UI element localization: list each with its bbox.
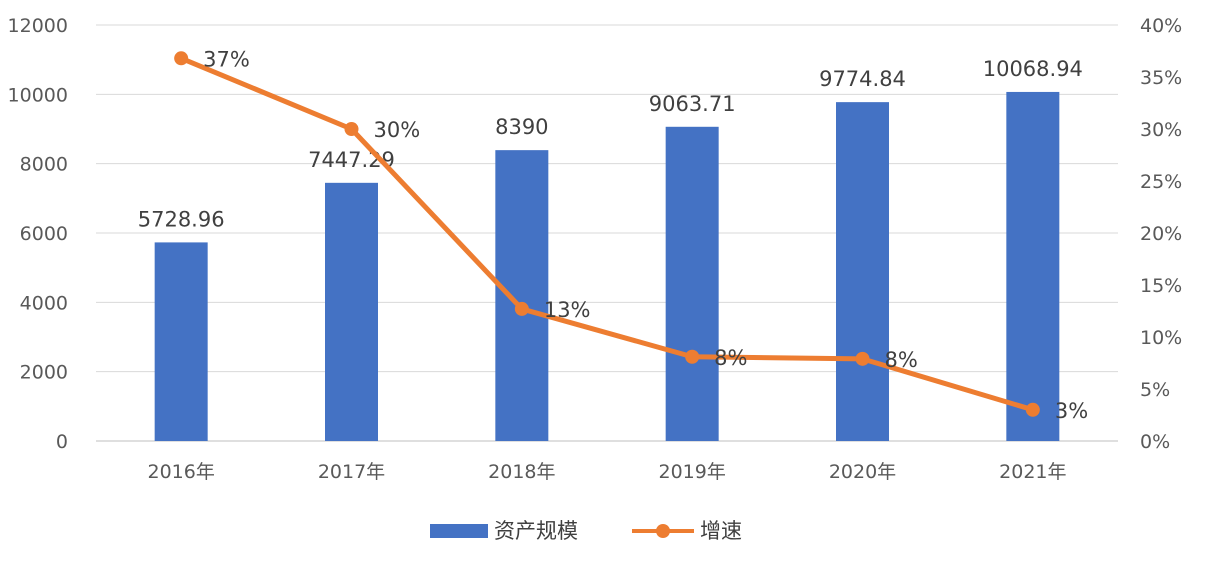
bar bbox=[154, 242, 208, 441]
x-tick-label: 2017年 bbox=[318, 461, 385, 483]
line-point bbox=[174, 51, 189, 66]
y2-tick-label: 10% bbox=[1140, 327, 1182, 349]
y-tick-label: 2000 bbox=[20, 362, 68, 384]
y-tick-label: 6000 bbox=[20, 223, 68, 245]
y2-tick-label: 20% bbox=[1140, 223, 1182, 245]
left-y-axis: 0 2000 4000 6000 8000 10000 12000 bbox=[8, 15, 68, 453]
y2-tick-label: 40% bbox=[1140, 15, 1182, 37]
bar bbox=[836, 102, 889, 441]
x-tick-label: 2016年 bbox=[147, 461, 214, 483]
legend-swatch-bar bbox=[430, 524, 488, 538]
line-data-label: 37% bbox=[203, 47, 250, 71]
legend: 资产规模 增速 bbox=[430, 519, 742, 543]
line-point bbox=[344, 122, 359, 136]
legend-swatch-marker bbox=[656, 524, 670, 538]
bar bbox=[325, 182, 378, 442]
bar-data-label: 5728.96 bbox=[138, 207, 225, 231]
bar-data-label: 10068.94 bbox=[983, 57, 1083, 81]
line-point bbox=[855, 351, 870, 366]
y2-tick-label: 25% bbox=[1140, 171, 1182, 193]
legend-label-bar: 资产规模 bbox=[494, 519, 578, 543]
y2-tick-label: 0% bbox=[1140, 431, 1170, 453]
y2-tick-label: 5% bbox=[1140, 379, 1170, 401]
bar bbox=[495, 150, 549, 441]
line-point bbox=[514, 301, 529, 316]
line-data-label: 13% bbox=[544, 298, 591, 322]
line-point bbox=[1025, 402, 1040, 417]
bar-data-label: 8390 bbox=[495, 115, 548, 139]
bar bbox=[1006, 91, 1060, 441]
line-data-label: 8% bbox=[714, 346, 747, 370]
line-data-label: 8% bbox=[885, 348, 918, 372]
y2-tick-label: 30% bbox=[1140, 119, 1182, 141]
y2-tick-label: 15% bbox=[1140, 275, 1182, 297]
y-tick-label: 0 bbox=[56, 431, 68, 453]
line-point bbox=[685, 349, 700, 364]
x-tick-label: 2021年 bbox=[999, 461, 1066, 483]
x-tick-label: 2020年 bbox=[829, 461, 896, 483]
legend-label-line: 增速 bbox=[700, 519, 742, 543]
bar-data-label: 9063.71 bbox=[649, 92, 736, 116]
line-data-label: 3% bbox=[1055, 399, 1088, 423]
y-tick-label: 4000 bbox=[20, 292, 68, 314]
x-tick-label: 2019年 bbox=[658, 461, 725, 483]
x-tick-label: 2018年 bbox=[488, 461, 555, 483]
line-data-label: 30% bbox=[374, 118, 421, 142]
y-tick-label: 12000 bbox=[8, 15, 68, 37]
line-series: 37% 30% 13% 8% 8% 3% bbox=[174, 47, 1088, 423]
y2-tick-label: 35% bbox=[1140, 67, 1182, 89]
x-axis: 2016年 2017年 2018年 2019年 2020年 2021年 bbox=[147, 461, 1066, 483]
growth-line bbox=[180, 55, 1034, 413]
y-tick-label: 8000 bbox=[20, 154, 68, 176]
right-y-axis: 0% 5% 10% 15% 20% 25% 30% 35% 40% bbox=[1140, 15, 1182, 453]
bar-data-label: 9774.84 bbox=[819, 67, 906, 91]
bar bbox=[665, 126, 719, 442]
y-tick-label: 10000 bbox=[8, 84, 68, 106]
